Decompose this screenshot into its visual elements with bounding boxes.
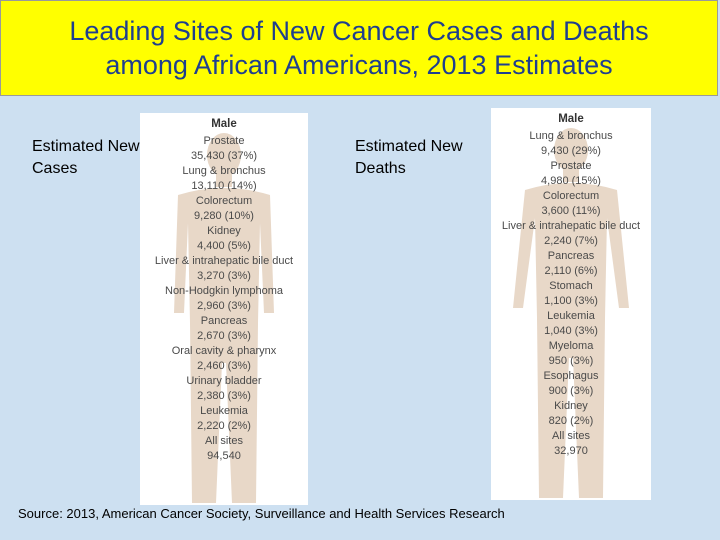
cases-site-value: 94,540 bbox=[207, 450, 241, 462]
deaths-site-value: 2,240 (7%) bbox=[544, 235, 598, 247]
cases-site-label: Leukemia bbox=[200, 405, 248, 417]
cases-site-value: 35,430 (37%) bbox=[190, 150, 258, 162]
cases-site-label: Non-Hodgkin lymphoma bbox=[165, 285, 283, 297]
cases-site-label: Kidney bbox=[207, 225, 241, 237]
cases-entry: Non-Hodgkin lymphoma 2,960 (3%) bbox=[155, 284, 293, 314]
deaths-caption-line-1: Estimated New bbox=[355, 138, 463, 155]
deaths-sex-header: Male bbox=[558, 113, 584, 125]
cases-site-label: Urinary bladder bbox=[186, 375, 262, 387]
deaths-site-label: Colorectum bbox=[542, 190, 600, 202]
deaths-site-label: Prostate bbox=[550, 160, 592, 172]
cases-site-value: 2,960 (3%) bbox=[197, 300, 251, 312]
slide-title-line-1: Leading Sites of New Cancer Cases and De… bbox=[69, 16, 649, 46]
deaths-site-value: 1,040 (3%) bbox=[544, 325, 598, 337]
cases-entry: All sites 94,540 bbox=[155, 434, 293, 464]
deaths-entry: Pancreas 2,110 (6%) bbox=[502, 249, 640, 279]
deaths-entry: Stomach 1,100 (3%) bbox=[502, 279, 640, 309]
cases-site-label: Lung & bronchus bbox=[182, 165, 266, 177]
cases-caption-line-2: Cases bbox=[32, 160, 78, 177]
deaths-site-label: Leukemia bbox=[547, 310, 595, 322]
cases-site-value: 9,280 (10%) bbox=[194, 210, 254, 222]
cases-site-value: 2,220 (2%) bbox=[197, 420, 251, 432]
deaths-site-label: Myeloma bbox=[548, 340, 594, 352]
male-silhouette-cases bbox=[174, 133, 274, 503]
cases-site-value: 2,460 (3%) bbox=[197, 360, 251, 372]
cases-site-value: 4,400 (5%) bbox=[197, 240, 251, 252]
cases-entries: Prostate 35,430 (37%) Lung & bronchus 13,11… bbox=[155, 134, 293, 464]
deaths-site-label: All sites bbox=[552, 430, 590, 442]
deaths-site-value: 4,980 (15%) bbox=[541, 175, 601, 187]
cases-site-value: 2,380 (3%) bbox=[197, 390, 251, 402]
cases-entry: Lung & bronchus 13,110 (14%) bbox=[155, 164, 293, 194]
deaths-caption: Estimated New Deaths bbox=[355, 136, 463, 180]
cases-entry: Kidney 4,400 (5%) bbox=[155, 224, 293, 254]
deaths-entry: Myeloma 950 (3%) bbox=[502, 339, 640, 369]
deaths-entry: Esophagus 900 (3%) bbox=[502, 369, 640, 399]
deaths-entries: Lung & bronchus 9,430 (29%) Prostate 4,980 … bbox=[502, 129, 640, 459]
cases-entry: Colorectum 9,280 (10%) bbox=[155, 194, 293, 224]
deaths-entry: Kidney 820 (2%) bbox=[502, 399, 640, 429]
cases-caption-line-1: Estimated New bbox=[32, 138, 140, 155]
cases-entry: Prostate 35,430 (37%) bbox=[155, 134, 293, 164]
deaths-site-label: Kidney bbox=[554, 400, 588, 412]
deaths-site-label: Lung & bronchus bbox=[529, 130, 613, 142]
cases-site-value: 3,270 (3%) bbox=[197, 270, 251, 282]
cases-sex-header: Male bbox=[211, 118, 237, 130]
deaths-entry: Liver & intrahepatic bile duct 2,240 (7%) bbox=[502, 219, 640, 249]
cases-panel: Male Prostate 35,430 (37%) Lung & bronchus… bbox=[140, 113, 308, 505]
deaths-caption-line-2: Deaths bbox=[355, 160, 406, 177]
deaths-site-label: Esophagus bbox=[543, 370, 599, 382]
slide-title-line-2: among African Americans, 2013 Estimates bbox=[105, 50, 613, 80]
cases-site-label: Liver & intrahepatic bile duct bbox=[154, 255, 294, 267]
male-silhouette-deaths bbox=[513, 128, 629, 498]
cases-site-label: Pancreas bbox=[200, 315, 248, 327]
cases-site-value: 2,670 (3%) bbox=[197, 330, 251, 342]
deaths-list: Male Lung & bronchus 9,430 (29%) Prostate 4… bbox=[491, 108, 651, 500]
deaths-site-value: 1,100 (3%) bbox=[544, 295, 598, 307]
deaths-entry: Colorectum 3,600 (11%) bbox=[502, 189, 640, 219]
deaths-entry: Leukemia 1,040 (3%) bbox=[502, 309, 640, 339]
deaths-site-value: 820 (2%) bbox=[548, 415, 594, 427]
source-note: Source: 2013, American Cancer Society, S… bbox=[18, 506, 505, 521]
deaths-site-value: 3,600 (11%) bbox=[541, 205, 601, 217]
deaths-site-label: Pancreas bbox=[547, 250, 595, 262]
deaths-site-label: Stomach bbox=[549, 280, 593, 292]
cases-entry: Liver & intrahepatic bile duct 3,270 (3%) bbox=[155, 254, 293, 284]
deaths-entry: Lung & bronchus 9,430 (29%) bbox=[502, 129, 640, 159]
deaths-site-value: 2,110 (6%) bbox=[544, 265, 598, 277]
deaths-entry: Prostate 4,980 (15%) bbox=[502, 159, 640, 189]
deaths-entry: All sites 32,970 bbox=[502, 429, 640, 459]
cases-site-label: Colorectum bbox=[195, 195, 253, 207]
cases-site-label: All sites bbox=[205, 435, 243, 447]
deaths-site-value: 32,970 bbox=[554, 445, 588, 457]
cases-site-label: Prostate bbox=[203, 135, 245, 147]
cases-entry: Pancreas 2,670 (3%) bbox=[155, 314, 293, 344]
deaths-site-value: 900 (3%) bbox=[548, 385, 594, 397]
cases-entry: Leukemia 2,220 (2%) bbox=[155, 404, 293, 434]
cases-site-value: 13,110 (14%) bbox=[191, 180, 257, 192]
deaths-site-label: Liver & intrahepatic bile duct bbox=[501, 220, 641, 232]
cases-list: Male Prostate 35,430 (37%) Lung & bronchus… bbox=[140, 113, 308, 505]
cases-site-label: Oral cavity & pharynx bbox=[171, 345, 277, 357]
cases-caption: Estimated New Cases bbox=[32, 136, 140, 180]
deaths-panel: Male Lung & bronchus 9,430 (29%) Prostate 4… bbox=[491, 108, 651, 500]
cases-entry: Oral cavity & pharynx 2,460 (3%) bbox=[155, 344, 293, 374]
deaths-site-value: 9,430 (29%) bbox=[541, 145, 601, 157]
deaths-site-value: 950 (3%) bbox=[548, 355, 594, 367]
cases-entry: Urinary bladder 2,380 (3%) bbox=[155, 374, 293, 404]
title-banner: Leading Sites of New Cancer Cases and De… bbox=[0, 0, 718, 96]
